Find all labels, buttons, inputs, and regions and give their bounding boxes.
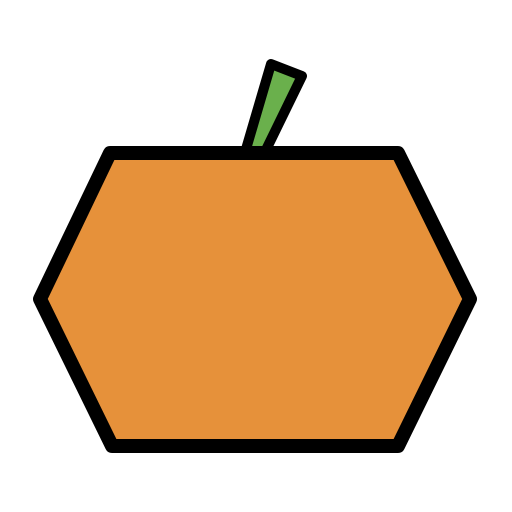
pumpkin-body-shape (33, 146, 477, 453)
stem-shape (239, 59, 307, 161)
